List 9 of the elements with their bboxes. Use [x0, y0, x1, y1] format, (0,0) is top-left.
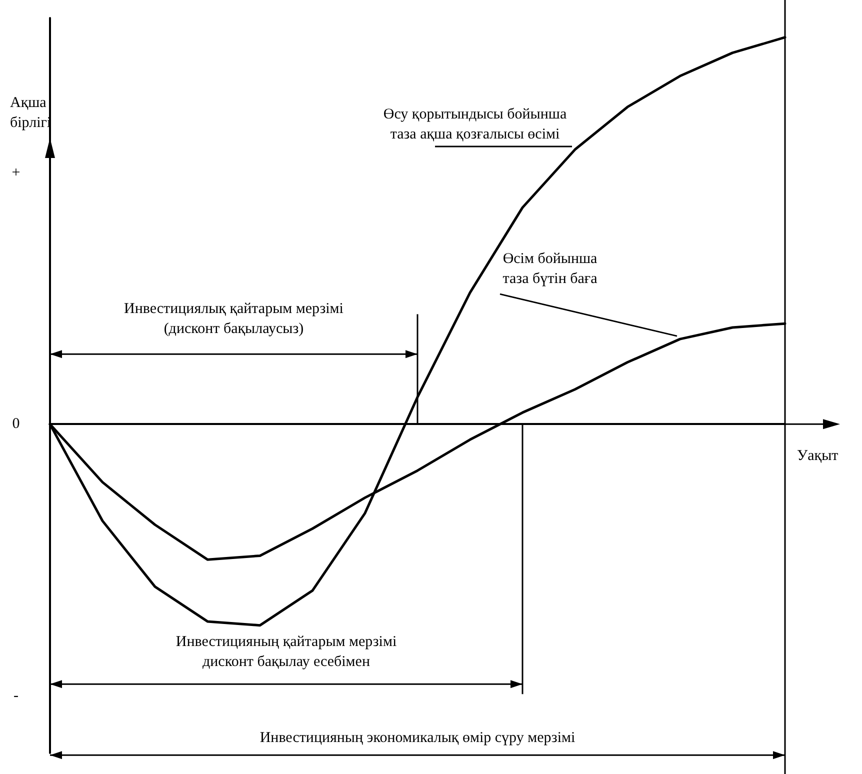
text: Инвестицияның қайтарым мерзімі дисконт бақылау есебімен — [176, 634, 397, 670]
x-axis-title: Уақыт — [797, 448, 839, 464]
text: Өсім бойынша таза бүтін баға — [502, 251, 598, 288]
text: - — [14, 688, 18, 704]
text: + — [12, 165, 20, 181]
text: 0 — [12, 416, 20, 432]
annotation: Инвестициялық қайтарым мерзімі (дисконт бақылаусыз) — [124, 301, 344, 338]
text: Инвестицияның экономикалық өмір сүру мерзімі — [260, 730, 576, 746]
series-label: Өсу қорытындысы бойынша таза ақша қозғалысы өсімі — [383, 106, 567, 143]
